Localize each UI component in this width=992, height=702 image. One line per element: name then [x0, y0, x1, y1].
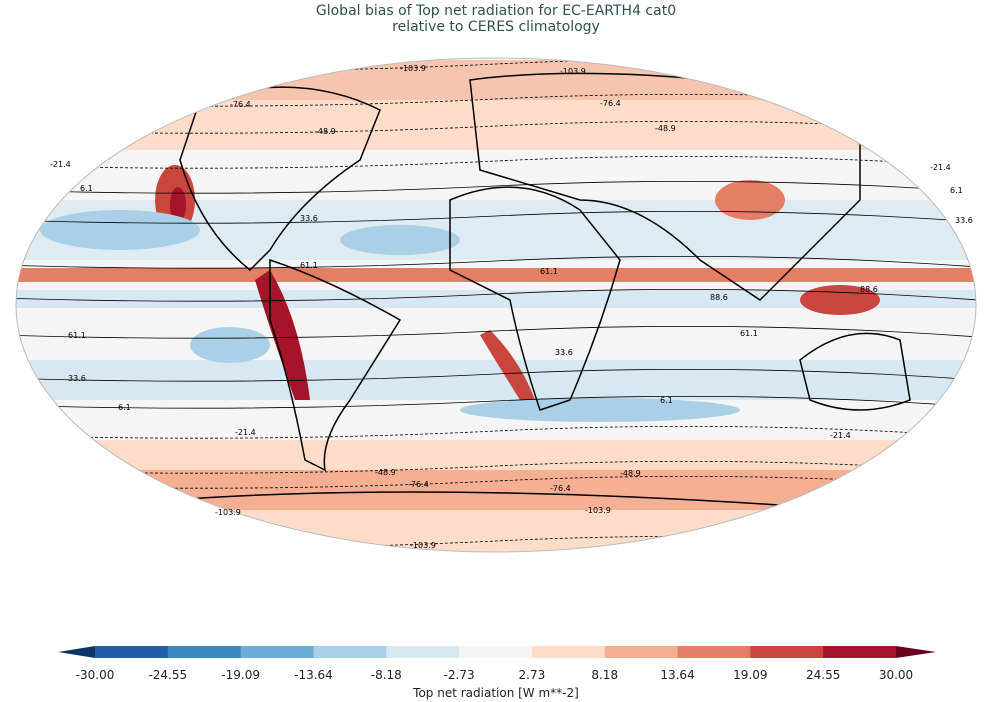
colorbar-tick-label: -30.00 — [75, 668, 115, 682]
contour-label: -103.9 — [400, 64, 426, 73]
colorbar-segment — [604, 646, 679, 658]
contour-label: 33.6 — [955, 216, 973, 225]
contour-line — [16, 460, 976, 474]
colorbar-over-arrow — [896, 646, 936, 658]
contour-label: 33.6 — [300, 214, 318, 223]
colorbar-segment — [750, 646, 824, 658]
contour-line — [16, 535, 976, 549]
contour-line — [16, 395, 976, 409]
contour-label: 61.1 — [300, 261, 318, 270]
colorbar-tick-label: 2.73 — [518, 668, 546, 682]
contour-line — [16, 255, 976, 269]
colorbar-tick-label: -19.09 — [221, 668, 260, 682]
contour-label: 61.1 — [740, 329, 758, 338]
contour-label: 6.1 — [80, 184, 93, 193]
contour-label: 33.6 — [68, 374, 86, 383]
contour-line — [16, 58, 976, 72]
colorbar-tick-label: -24.55 — [148, 668, 188, 682]
colorbar-segment — [531, 646, 606, 658]
contour-line — [16, 475, 976, 489]
contour-label: 6.1 — [660, 396, 673, 405]
contour-label: -76.4 — [230, 100, 251, 109]
map-title-line2: relative to CERES climatology — [392, 19, 600, 35]
contour-label: 6.1 — [118, 403, 131, 412]
contour-line — [16, 180, 976, 194]
contour-label: -48.9 — [620, 469, 641, 478]
colorbar-tick-label: 19.09 — [733, 668, 768, 682]
contour-label: 88.6 — [710, 293, 728, 302]
colorbar-segment — [677, 646, 751, 658]
colorbar-label: Top net radiation [W m**-2] — [413, 686, 579, 700]
contour-label: -103.9 — [215, 508, 241, 517]
colorbar-tick-label: -8.18 — [370, 668, 402, 682]
contour-label: -76.4 — [550, 484, 571, 493]
contour-label: -21.4 — [235, 428, 256, 437]
colorbar-tick-label: 24.55 — [805, 668, 841, 682]
colorbar-segment — [823, 646, 897, 658]
colorbar — [58, 646, 936, 658]
contour-line — [16, 325, 976, 339]
contour-label: 61.1 — [540, 267, 558, 276]
map-title-line1: Global bias of Top net radiation for EC-… — [315, 3, 677, 19]
contour-line — [16, 210, 976, 224]
contour-label: -76.4 — [408, 480, 429, 489]
contour-label: -76.4 — [600, 99, 621, 108]
contour-label: 61.1 — [68, 331, 86, 340]
contour-line — [16, 288, 976, 302]
contour-label: -48.9 — [655, 124, 676, 133]
contour-label: 33.6 — [555, 348, 573, 357]
colorbar-tick-label: -2.73 — [443, 668, 475, 682]
colorbar-segment — [167, 646, 242, 658]
colorbar-tick-label: 30.00 — [878, 668, 914, 682]
contour-label: -21.4 — [830, 431, 851, 440]
contour-label: -21.4 — [50, 160, 71, 169]
contour-label: -48.9 — [315, 127, 336, 136]
contour-label: 6.1 — [950, 186, 963, 195]
contour-line — [16, 93, 976, 107]
contour-line — [16, 155, 976, 169]
colorbar-segment — [313, 646, 387, 658]
contour-label: -21.4 — [930, 163, 951, 172]
colorbar-segment — [386, 646, 460, 658]
colorbar-segment — [95, 646, 169, 658]
contour-line — [16, 120, 976, 134]
colorbar-segment — [459, 646, 533, 658]
contour-label: -103.9 — [410, 541, 436, 550]
colorbar-tick-label: -13.64 — [294, 668, 333, 682]
map-boundary — [15, 57, 977, 553]
colorbar-tick-label: 13.64 — [660, 668, 695, 682]
colorbar-segment — [240, 646, 314, 658]
colorbar-under-arrow — [58, 646, 95, 658]
contour-label: -103.9 — [560, 67, 586, 76]
colorbar-tick-label: 8.18 — [591, 668, 619, 682]
contour-label: -48.9 — [375, 468, 396, 477]
contour-line — [16, 425, 976, 439]
contour-line — [16, 368, 976, 382]
contour-label: 88.6 — [860, 285, 878, 294]
contour-label: -103.9 — [585, 506, 611, 515]
